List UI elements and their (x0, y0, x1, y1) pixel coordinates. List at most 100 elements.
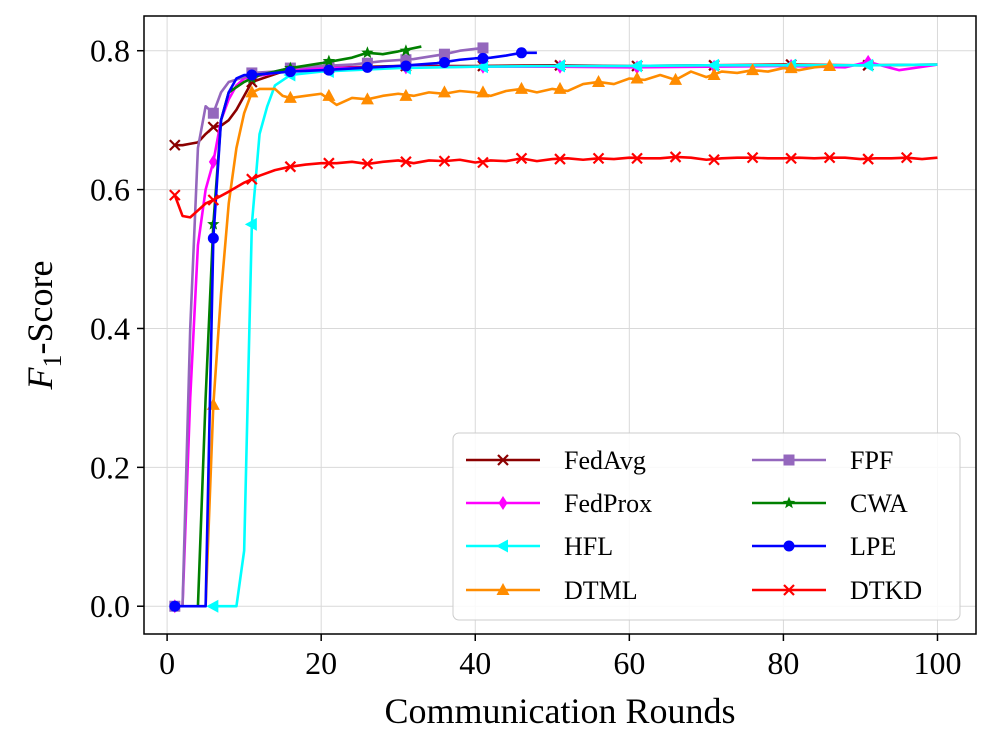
dtkd-point (862, 153, 874, 165)
legend-item-lpe: LPE (752, 532, 896, 561)
dtkd-point (554, 153, 566, 165)
y-tick-label: 0.2 (90, 449, 130, 485)
legend: FedAvg FedProx HFL DTML FPF CWA LPE DTKD (452, 432, 961, 621)
y-tick-label: 0.0 (90, 588, 130, 624)
fpf-point (477, 42, 489, 54)
dtml-point (746, 63, 760, 76)
hfl-point (707, 58, 720, 72)
lpe-point (284, 66, 296, 78)
legend-item-cwa: CWA (752, 489, 908, 518)
x-tick-label: 40 (459, 645, 491, 681)
x-tick-label: 60 (613, 645, 645, 681)
dtml-point (399, 88, 413, 101)
dtml-point (245, 85, 259, 98)
dtml-point (630, 71, 644, 84)
series-dtml (204, 58, 837, 607)
legend-label-hfl: HFL (564, 532, 613, 561)
y-tick-label: 0.8 (90, 33, 130, 69)
legend-label-dtkd: DTKD (850, 576, 922, 605)
dtml-point (283, 90, 297, 103)
legend-box (452, 432, 961, 621)
y-axis-label: F1-Score (20, 261, 67, 391)
dtml-point (322, 88, 336, 101)
lpe-point (246, 69, 258, 81)
series-layer (169, 42, 938, 614)
lpe-point (323, 64, 335, 76)
y-tick-label: 0.6 (90, 172, 130, 208)
hfl-point (553, 59, 565, 73)
x-axis-label: Communication Rounds (385, 691, 736, 731)
dtml-point (476, 85, 490, 98)
lpe-point (515, 47, 527, 59)
cwa-point (399, 44, 413, 56)
legend-label-fedprox: FedProx (564, 489, 652, 518)
dtkd-point (669, 151, 682, 163)
lpe-point (438, 57, 450, 69)
legend-item-dtkd: DTKD (752, 576, 922, 605)
dtml-point (437, 85, 451, 98)
lpe-point (400, 60, 412, 72)
hfl-point (206, 599, 219, 613)
cwa-point (361, 46, 374, 59)
grid (144, 16, 976, 634)
dtkd-point (515, 152, 528, 165)
dtkd-point (592, 152, 605, 165)
legend-label-cwa: CWA (850, 489, 908, 518)
dtml-point (514, 81, 528, 94)
series-cwa (196, 44, 422, 607)
dtkd-point (284, 160, 297, 173)
y-tick-label: 0.4 (90, 310, 130, 346)
dtml-point (553, 81, 567, 94)
legend-label-fedavg: FedAvg (564, 446, 646, 475)
x-tick-label: 0 (159, 645, 175, 681)
dtkd-point (631, 152, 643, 165)
lpe-point (207, 232, 219, 244)
legend-label-fpf: FPF (850, 446, 893, 475)
legend-label-dtml: DTML (564, 576, 638, 605)
dtkd-point (900, 151, 913, 164)
dtkd-point (323, 157, 335, 169)
legend-marker-fedavg (497, 454, 509, 466)
legend-item-hfl: HFL (466, 532, 613, 561)
hfl-point (861, 58, 874, 72)
axis-ticks: 0 20 40 60 80 100 0.0 0.2 0.4 0.6 0.8 (90, 33, 961, 681)
dtkd-point (438, 155, 451, 167)
dtml-point (669, 72, 683, 85)
fpf-point (400, 54, 412, 66)
legend-marker-lpe (783, 540, 795, 552)
dtkd-point (823, 151, 836, 164)
lpe-point (361, 61, 373, 73)
x-tick-label: 20 (305, 645, 337, 681)
legend-marker-fpf (783, 454, 795, 466)
dtml-point (707, 68, 721, 81)
hfl-point (244, 217, 257, 231)
cwa-line (196, 45, 422, 607)
fedavg-point (169, 139, 181, 151)
x-tick-label: 80 (767, 645, 799, 681)
dtkd-line (173, 155, 938, 219)
dtml-point (360, 92, 374, 105)
dtml-point (823, 58, 837, 71)
series-lpe (169, 47, 537, 612)
dtkd-point (477, 156, 489, 169)
series-fpf (169, 42, 489, 612)
lpe-point (169, 600, 181, 612)
lpe-point (477, 52, 489, 64)
dtkd-point (207, 194, 220, 206)
legend-marker-dtkd (783, 584, 795, 596)
legend-label-lpe: LPE (850, 532, 896, 561)
legend-marker-cwa (782, 496, 796, 509)
plot-frame (143, 15, 977, 635)
legend-marker-dtml (496, 583, 510, 595)
x-tick-label: 100 (913, 645, 961, 681)
fpf-point (438, 48, 450, 60)
dtkd-point (785, 152, 797, 165)
legend-item-fpf: FPF (752, 446, 893, 475)
dtkd-point (246, 173, 258, 185)
dtkd-point (169, 189, 181, 201)
legend-marker-hfl (496, 539, 508, 553)
dtml-point (592, 74, 606, 87)
legend-item-dtml: DTML (466, 576, 638, 605)
legend-item-fedprox: FedProx (466, 489, 652, 518)
